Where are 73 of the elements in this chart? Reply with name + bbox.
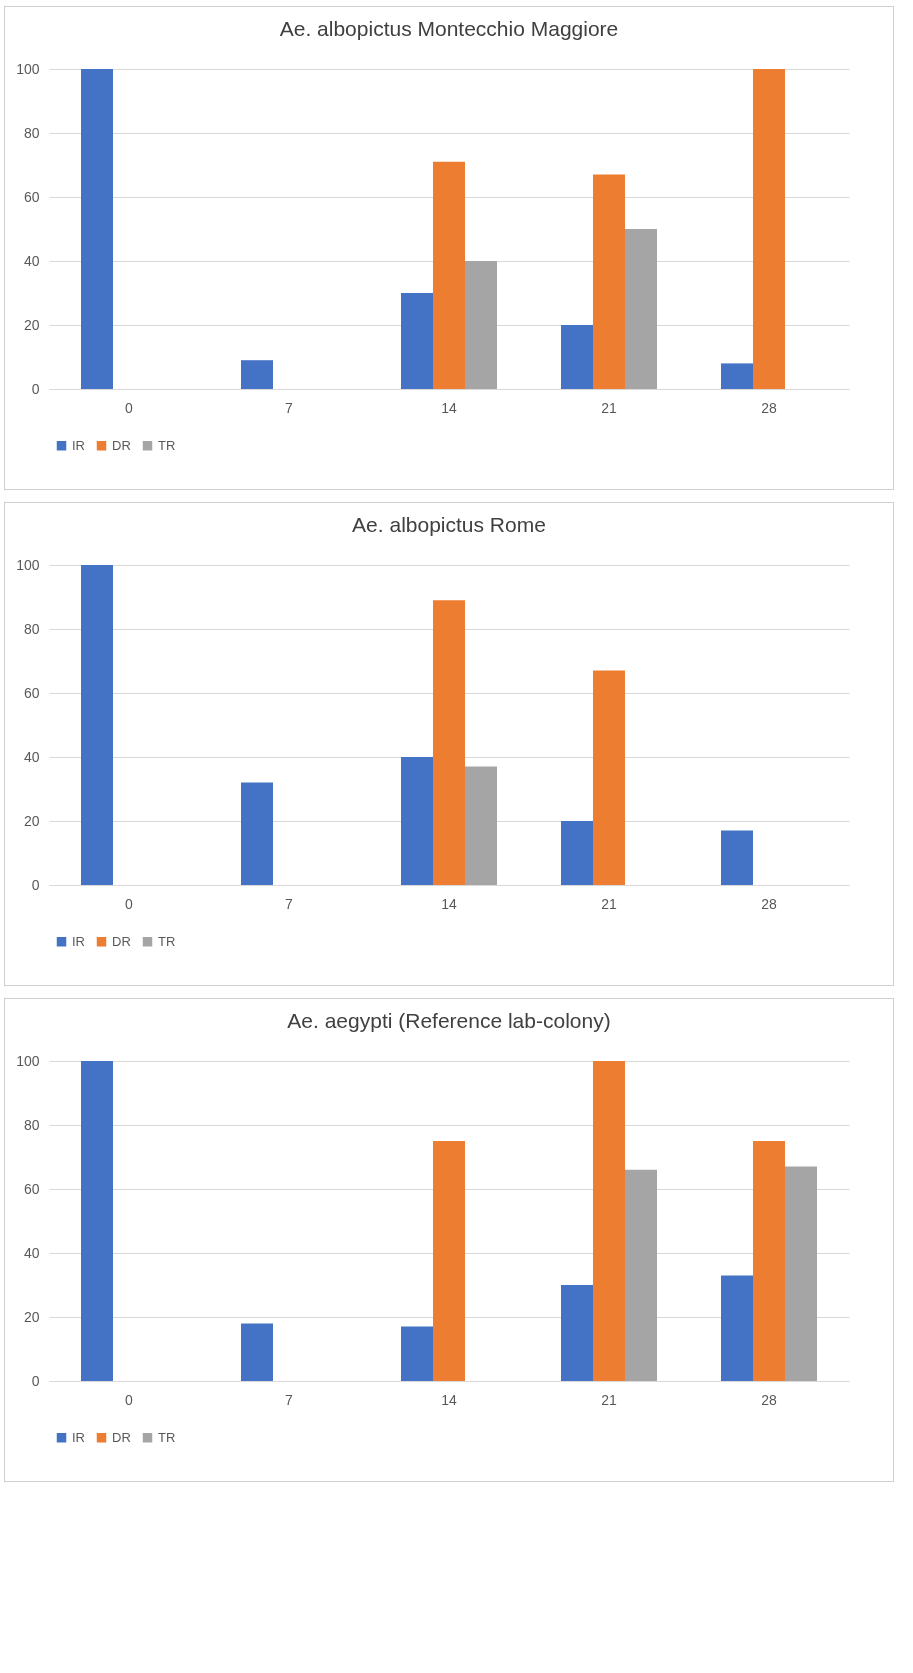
y-tick-label: 40 (23, 252, 40, 269)
y-tick-label: 60 (23, 188, 40, 205)
bar (241, 360, 273, 389)
y-tick-label: 60 (23, 1180, 40, 1197)
bar (721, 1275, 753, 1381)
y-tick-label: 100 (16, 60, 40, 77)
chart-title: Ae. albopictus Montecchio Maggiore (279, 17, 619, 40)
bar (753, 69, 785, 389)
y-tick-label: 0 (31, 876, 40, 893)
x-tick-label: 21 (601, 895, 617, 912)
bar (593, 174, 625, 389)
legend-label: DR (112, 1429, 131, 1445)
x-tick-label: 28 (761, 895, 777, 912)
legend-label: TR (158, 1429, 176, 1445)
y-tick-label: 60 (23, 684, 40, 701)
bar (721, 830, 753, 885)
bar (753, 1141, 785, 1381)
bar (433, 1141, 465, 1381)
y-tick-label: 100 (16, 1052, 40, 1069)
y-tick-label: 0 (31, 1372, 40, 1389)
bar (401, 293, 433, 389)
legend-label: TR (158, 933, 176, 949)
bar (241, 782, 273, 885)
bar (401, 757, 433, 885)
bar (433, 600, 465, 885)
bar (625, 229, 657, 389)
legend-label: DR (112, 437, 131, 453)
bar (593, 1061, 625, 1381)
y-tick-label: 20 (23, 1308, 40, 1325)
x-tick-label: 14 (441, 1391, 457, 1408)
legend-label: IR (72, 1429, 85, 1445)
y-tick-label: 0 (31, 380, 40, 397)
bar (433, 161, 465, 389)
x-tick-label: 0 (125, 399, 134, 416)
bar (465, 261, 497, 389)
legend-label: TR (158, 437, 176, 453)
legend-label: IR (72, 933, 85, 949)
x-tick-label: 7 (285, 895, 294, 912)
chart-title: Ae. aegypti (Reference lab-colony) (287, 1009, 611, 1032)
bar (81, 1061, 113, 1381)
bar (561, 821, 593, 885)
bar (625, 1169, 657, 1381)
bar (561, 325, 593, 389)
y-tick-label: 20 (23, 812, 40, 829)
x-tick-label: 0 (125, 895, 134, 912)
x-tick-label: 28 (761, 399, 777, 416)
bar (561, 1285, 593, 1381)
x-tick-label: 21 (601, 1391, 617, 1408)
bar (241, 1323, 273, 1381)
x-tick-label: 14 (441, 399, 457, 416)
legend-label: IR (72, 437, 85, 453)
y-tick-label: 40 (23, 748, 40, 765)
y-tick-label: 40 (23, 1244, 40, 1261)
chart-title: Ae. albopictus Rome (352, 513, 546, 536)
x-tick-label: 0 (125, 1391, 134, 1408)
bar (593, 670, 625, 885)
legend-label: DR (112, 933, 131, 949)
x-tick-label: 28 (761, 1391, 777, 1408)
x-tick-label: 21 (601, 399, 617, 416)
y-tick-label: 20 (23, 316, 40, 333)
x-tick-label: 7 (285, 1391, 294, 1408)
x-tick-label: 14 (441, 895, 457, 912)
y-tick-label: 80 (23, 124, 40, 141)
y-tick-label: 80 (23, 1116, 40, 1133)
bar (465, 766, 497, 885)
bar (81, 69, 113, 389)
y-tick-label: 80 (23, 620, 40, 637)
bar (785, 1166, 817, 1381)
bar (401, 1326, 433, 1381)
y-tick-label: 100 (16, 556, 40, 573)
bar (81, 565, 113, 885)
bar (721, 363, 753, 389)
x-tick-label: 7 (285, 399, 294, 416)
